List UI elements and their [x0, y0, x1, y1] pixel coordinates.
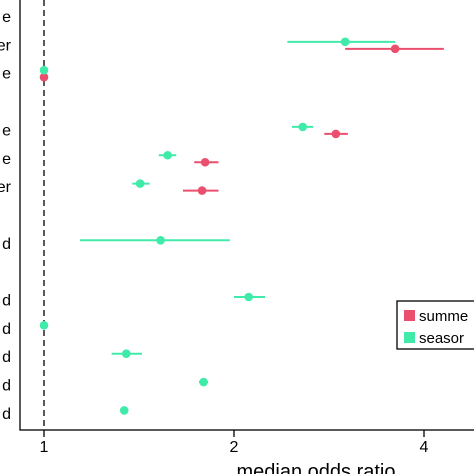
row-label: er: [0, 179, 12, 196]
legend-box: [396, 300, 474, 350]
data-marks: [39, 37, 444, 415]
row-label: d: [2, 321, 11, 338]
data-point: [298, 122, 308, 132]
legend-label: summe: [419, 308, 468, 325]
data-point: [197, 186, 207, 195]
data-point: [200, 157, 210, 167]
row-label: e: [2, 151, 11, 168]
row-label: d: [2, 406, 11, 423]
row-label: er: [0, 37, 12, 54]
data-point: [390, 44, 400, 54]
row-label: d: [2, 236, 11, 253]
plot-border: [19, 0, 474, 431]
x-tick-label: 2: [230, 439, 239, 456]
data-point: [39, 72, 49, 82]
x-axis-label: median odds ratio: [237, 461, 396, 474]
plot-panel: [19, 0, 474, 431]
legend-swatch: [404, 332, 415, 343]
row-label: e: [2, 9, 11, 26]
legend-swatch: [404, 310, 415, 321]
data-point: [39, 65, 49, 75]
data-point: [156, 236, 165, 245]
data-point: [163, 150, 172, 160]
x-axis: 1 2 4: [40, 430, 429, 456]
legend: summe seasor: [396, 300, 474, 350]
x-tick-label: 4: [420, 439, 429, 456]
legend-label: seasor: [419, 330, 464, 347]
data-point: [340, 37, 350, 47]
row-label: d: [2, 378, 11, 395]
data-point: [199, 377, 208, 387]
x-tick-label: 1: [40, 439, 49, 456]
data-point: [331, 129, 341, 139]
row-label: e: [2, 66, 11, 83]
data-point: [135, 179, 145, 188]
data-point: [121, 349, 131, 359]
row-label: e: [2, 122, 11, 139]
data-point: [244, 292, 253, 302]
row-label: d: [2, 349, 11, 366]
data-point: [39, 321, 49, 330]
row-label: d: [2, 293, 11, 310]
data-point: [119, 406, 129, 415]
